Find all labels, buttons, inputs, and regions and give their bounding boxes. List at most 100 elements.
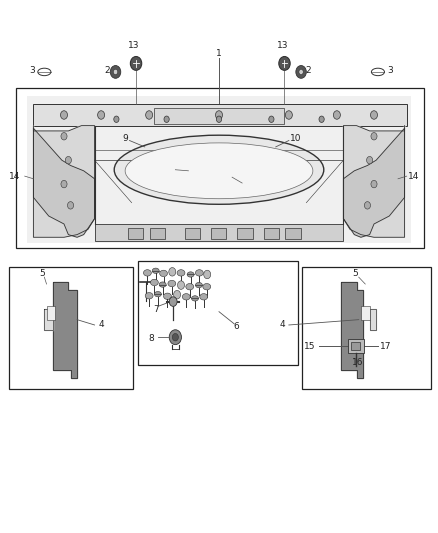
Circle shape (333, 111, 340, 119)
Ellipse shape (163, 293, 171, 300)
Bar (16, 88, 424, 248)
Circle shape (169, 268, 176, 276)
Text: 13: 13 (276, 41, 288, 50)
Circle shape (215, 111, 223, 119)
Circle shape (299, 69, 303, 75)
Text: 15: 15 (304, 342, 316, 351)
Circle shape (131, 56, 142, 70)
Bar (302, 266, 431, 389)
Ellipse shape (187, 272, 194, 277)
Text: 6: 6 (233, 321, 239, 330)
Ellipse shape (154, 292, 161, 297)
Circle shape (296, 66, 306, 78)
Polygon shape (53, 282, 77, 378)
Ellipse shape (195, 270, 203, 276)
Text: 14: 14 (408, 172, 419, 181)
FancyBboxPatch shape (27, 96, 411, 243)
Bar (361, 306, 370, 320)
Bar (138, 261, 297, 365)
Polygon shape (343, 128, 405, 237)
Circle shape (98, 111, 105, 119)
Bar (153, 108, 285, 124)
Bar (351, 342, 360, 351)
Circle shape (177, 281, 184, 289)
Bar (185, 228, 200, 239)
Circle shape (173, 290, 180, 299)
Circle shape (367, 157, 373, 164)
Ellipse shape (182, 294, 190, 300)
Polygon shape (44, 309, 53, 330)
Bar (46, 306, 55, 320)
Circle shape (286, 111, 292, 119)
Circle shape (114, 116, 119, 123)
Text: 4: 4 (279, 320, 285, 329)
Circle shape (172, 334, 178, 341)
Ellipse shape (195, 282, 202, 288)
Circle shape (60, 111, 67, 119)
Text: 3: 3 (29, 67, 35, 75)
Circle shape (216, 116, 222, 123)
Ellipse shape (203, 284, 211, 290)
Text: 12: 12 (233, 177, 244, 186)
Text: 17: 17 (380, 342, 391, 351)
Text: 16: 16 (352, 358, 363, 367)
Ellipse shape (150, 279, 158, 286)
Circle shape (279, 56, 290, 70)
Circle shape (364, 201, 371, 209)
Bar (264, 228, 279, 239)
Bar (33, 104, 407, 126)
Polygon shape (33, 126, 95, 237)
Circle shape (61, 133, 67, 140)
Bar (286, 228, 300, 239)
Circle shape (269, 116, 274, 123)
Circle shape (164, 116, 169, 123)
Polygon shape (343, 126, 405, 237)
Bar (128, 228, 144, 239)
Circle shape (113, 69, 118, 75)
Circle shape (65, 157, 71, 164)
Bar (348, 340, 364, 353)
Text: 5: 5 (39, 269, 45, 278)
Text: 10: 10 (290, 134, 301, 143)
Text: 13: 13 (128, 41, 140, 50)
Text: 3: 3 (387, 67, 393, 75)
Ellipse shape (200, 294, 208, 300)
Circle shape (110, 66, 121, 78)
Circle shape (169, 297, 177, 306)
Ellipse shape (168, 280, 176, 287)
Bar (150, 228, 165, 239)
Ellipse shape (145, 293, 153, 299)
Ellipse shape (144, 270, 151, 276)
Text: 2: 2 (105, 67, 110, 75)
Text: 9: 9 (122, 134, 128, 143)
Text: 11: 11 (165, 164, 177, 173)
Circle shape (319, 116, 324, 123)
Ellipse shape (186, 284, 194, 290)
Ellipse shape (152, 268, 159, 273)
Text: 14: 14 (9, 172, 20, 181)
Bar (211, 228, 226, 239)
Ellipse shape (114, 135, 324, 204)
Circle shape (146, 111, 152, 119)
Ellipse shape (125, 143, 313, 199)
Ellipse shape (191, 296, 198, 301)
Text: 2: 2 (306, 67, 311, 75)
Circle shape (204, 270, 211, 279)
Circle shape (169, 330, 181, 345)
Circle shape (371, 111, 378, 119)
Circle shape (61, 180, 67, 188)
Text: 1: 1 (216, 50, 222, 58)
Polygon shape (370, 309, 376, 330)
Text: 8: 8 (148, 334, 154, 343)
Text: 5: 5 (352, 269, 358, 278)
Bar (237, 228, 253, 239)
Ellipse shape (159, 282, 166, 287)
Circle shape (67, 201, 74, 209)
Polygon shape (33, 128, 95, 237)
Bar (9, 266, 133, 389)
Text: 7: 7 (153, 304, 159, 313)
Ellipse shape (177, 270, 185, 276)
Polygon shape (341, 282, 363, 378)
Ellipse shape (159, 270, 167, 277)
Circle shape (371, 180, 377, 188)
